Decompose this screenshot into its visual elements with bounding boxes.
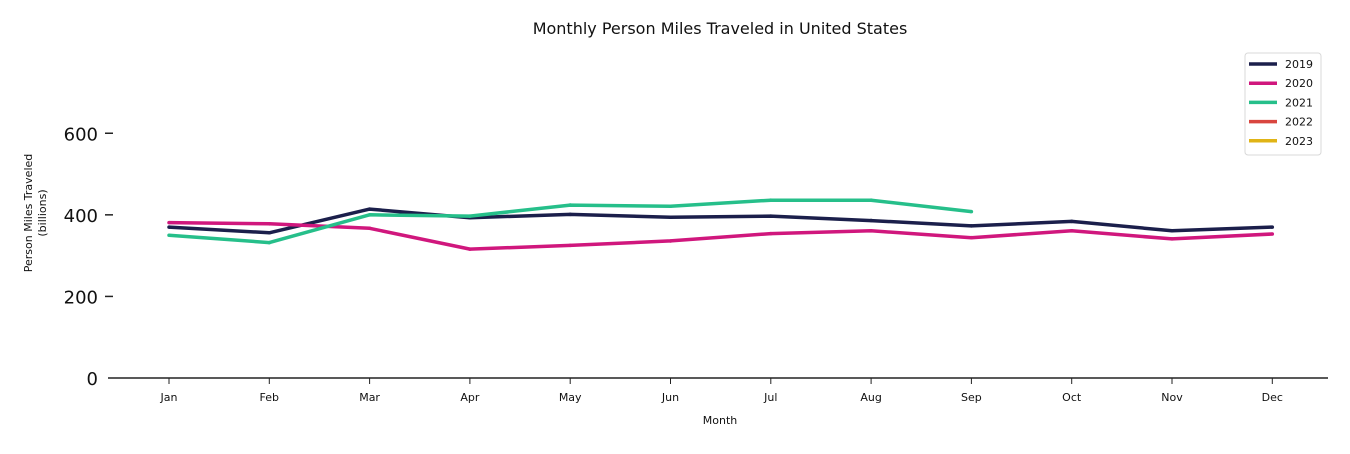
data-point-2019-May [568,212,572,217]
data-point-2020-Jun [668,239,673,243]
data-point-2020-Sep [969,235,974,240]
data-point-2019-Jan [167,225,171,229]
data-point-2020-Dec [1270,232,1275,236]
x-tick-label: Nov [1161,391,1183,404]
data-point-2021-Sep [969,209,974,214]
data-point-2021-Aug [869,198,873,202]
y-axis-label-line1: Person Miles Traveled [22,154,35,273]
x-tick-label: Jan [160,391,178,404]
series-line-2019 [168,207,1273,235]
data-point-2019-Mar [367,207,372,211]
x-axis-label: Month [703,414,738,427]
y-tick-label: 0 [87,369,98,390]
data-point-2019-Dec [1270,225,1275,229]
x-tick-label: Oct [1062,391,1082,404]
x-tick-label: May [559,391,582,404]
x-tick-label: Feb [260,391,279,404]
y-tick-label: 600 [64,124,98,145]
data-point-2020-Apr [468,247,472,251]
axes: Jan Feb Mar Apr May Jun Jul Aug Sep Oct Nov Dec 0 200… [64,124,1328,404]
data-point-2021-May [568,203,572,207]
legend[interactable]: 2019 2020 2021 2022 2023 [1244,52,1322,156]
y-axis-label: Person Miles Traveled (billions) [22,154,49,273]
data-point-2019-Jul [769,214,773,218]
data-point-2019-Aug [869,218,873,223]
data-point-2021-Mar [367,213,372,217]
data-point-2020-May [568,243,572,248]
y-axis-label-line2: (billions) [36,189,49,236]
data-point-2021-Jul [769,198,773,202]
chart-title: Monthly Person Miles Traveled in United … [533,19,908,38]
data-point-2020-Oct [1069,229,1074,233]
data-point-2021-Feb [267,240,272,245]
legend-label-2019: 2019 [1285,58,1313,71]
x-tick-label: Dec [1262,391,1283,404]
data-point-2021-Jun [668,204,673,209]
data-point-2020-Feb [267,222,272,226]
x-tick-label: Aug [860,391,881,404]
data-point-2019-Sep [969,224,974,228]
data-point-2020-Mar [367,226,372,231]
legend-label-2022: 2022 [1285,116,1313,129]
data-point-2020-Jul [769,231,773,236]
data-point-2019-Nov [1170,229,1174,233]
series-lines [167,198,1275,251]
x-tick-label: Jul [763,391,777,404]
legend-label-2020: 2020 [1285,77,1313,90]
data-point-2019-Feb [267,231,272,235]
y-tick-label: 200 [64,287,98,308]
data-point-2021-Apr [468,214,472,218]
data-point-2020-Nov [1170,237,1174,241]
data-point-2020-Jan [167,220,171,225]
x-tick-label: Mar [359,391,380,404]
data-point-2021-Jan [167,233,171,237]
data-point-2020-Aug [869,229,873,233]
legend-box [1244,52,1322,156]
legend-label-2021: 2021 [1285,96,1313,109]
legend-label-2023: 2023 [1285,135,1313,148]
data-point-2019-Oct [1069,219,1074,224]
x-tick-label: Sep [961,391,982,404]
y-tick-label: 400 [64,206,98,227]
x-tick-label: Apr [460,391,480,404]
data-point-2019-Jun [668,215,673,220]
x-tick-label: Jun [661,391,679,404]
series-line-2020 [168,220,1273,251]
